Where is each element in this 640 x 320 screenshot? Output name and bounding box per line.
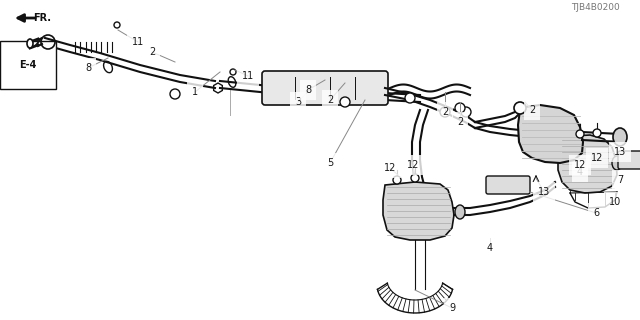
Text: 6: 6 (593, 208, 599, 218)
Text: 8: 8 (305, 85, 311, 95)
Text: 12: 12 (574, 160, 586, 170)
Text: 5: 5 (327, 158, 333, 168)
Text: 2: 2 (327, 95, 333, 105)
Text: 13: 13 (538, 187, 550, 197)
Circle shape (114, 22, 120, 28)
Circle shape (514, 102, 526, 114)
Circle shape (576, 130, 584, 138)
Ellipse shape (27, 39, 33, 48)
Circle shape (411, 174, 419, 182)
Text: 3: 3 (295, 97, 301, 107)
Polygon shape (518, 105, 583, 163)
Text: 2: 2 (149, 47, 155, 57)
Text: 13: 13 (614, 147, 626, 157)
Polygon shape (383, 182, 454, 240)
Circle shape (340, 97, 350, 107)
Text: 12: 12 (591, 153, 603, 163)
Circle shape (455, 103, 465, 113)
Text: 4: 4 (577, 167, 583, 177)
Text: 2: 2 (442, 107, 448, 117)
Text: 1: 1 (192, 87, 198, 97)
FancyBboxPatch shape (618, 151, 640, 169)
Text: FR.: FR. (33, 13, 51, 23)
Text: 4: 4 (487, 243, 493, 253)
Circle shape (230, 69, 236, 75)
Circle shape (461, 107, 471, 117)
Text: 2: 2 (529, 105, 535, 115)
Text: 8: 8 (85, 63, 91, 73)
Ellipse shape (455, 205, 465, 219)
Circle shape (393, 176, 401, 184)
Circle shape (440, 107, 450, 117)
Text: 10: 10 (609, 197, 621, 207)
Circle shape (405, 93, 415, 103)
Text: 7: 7 (617, 175, 623, 185)
Text: 11: 11 (242, 71, 254, 81)
Circle shape (593, 129, 601, 137)
Text: 12: 12 (407, 160, 419, 170)
FancyBboxPatch shape (486, 176, 530, 194)
Text: 11: 11 (132, 37, 144, 47)
Polygon shape (558, 135, 617, 193)
Ellipse shape (613, 128, 627, 146)
Text: 9: 9 (449, 303, 455, 313)
Text: 2: 2 (457, 117, 463, 127)
Circle shape (170, 89, 180, 99)
Text: TJB4B0200: TJB4B0200 (572, 3, 620, 12)
Text: 12: 12 (384, 163, 396, 173)
Ellipse shape (612, 156, 622, 170)
FancyBboxPatch shape (262, 71, 388, 105)
Text: E-4: E-4 (19, 60, 36, 70)
